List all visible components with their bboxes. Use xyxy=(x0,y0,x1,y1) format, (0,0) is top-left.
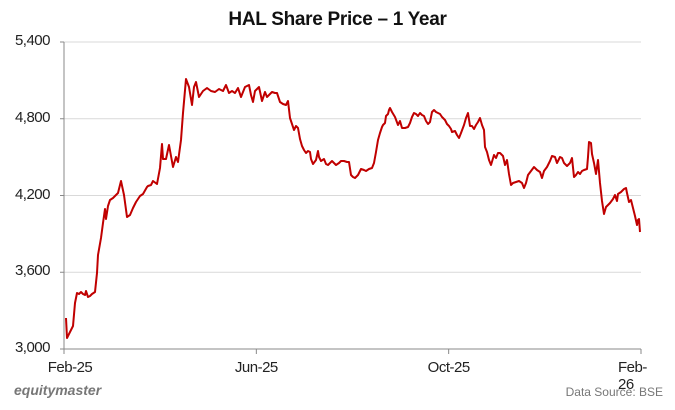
price-line xyxy=(65,78,641,339)
chart-title: HAL Share Price – 1 Year xyxy=(228,9,447,30)
y-tick-label: 4,200 xyxy=(14,185,51,203)
y-tick-label: 3,000 xyxy=(14,339,51,356)
x-tick-label: Feb-25 xyxy=(47,359,93,376)
y-tick-label: 5,400 xyxy=(14,32,51,49)
gridlines xyxy=(64,41,641,273)
data-source: Data Source: BSE xyxy=(565,385,663,399)
axis-ticks xyxy=(60,41,642,354)
x-tick-label: Oct-25 xyxy=(427,359,471,376)
x-tick-label: Jun-25 xyxy=(234,359,278,376)
x-tick-label: Feb-26 xyxy=(618,359,647,393)
equitymaster-logo: equitymaster xyxy=(14,382,102,398)
y-tick-label: 3,600 xyxy=(14,262,51,280)
y-tick-label: 4,800 xyxy=(14,108,51,126)
